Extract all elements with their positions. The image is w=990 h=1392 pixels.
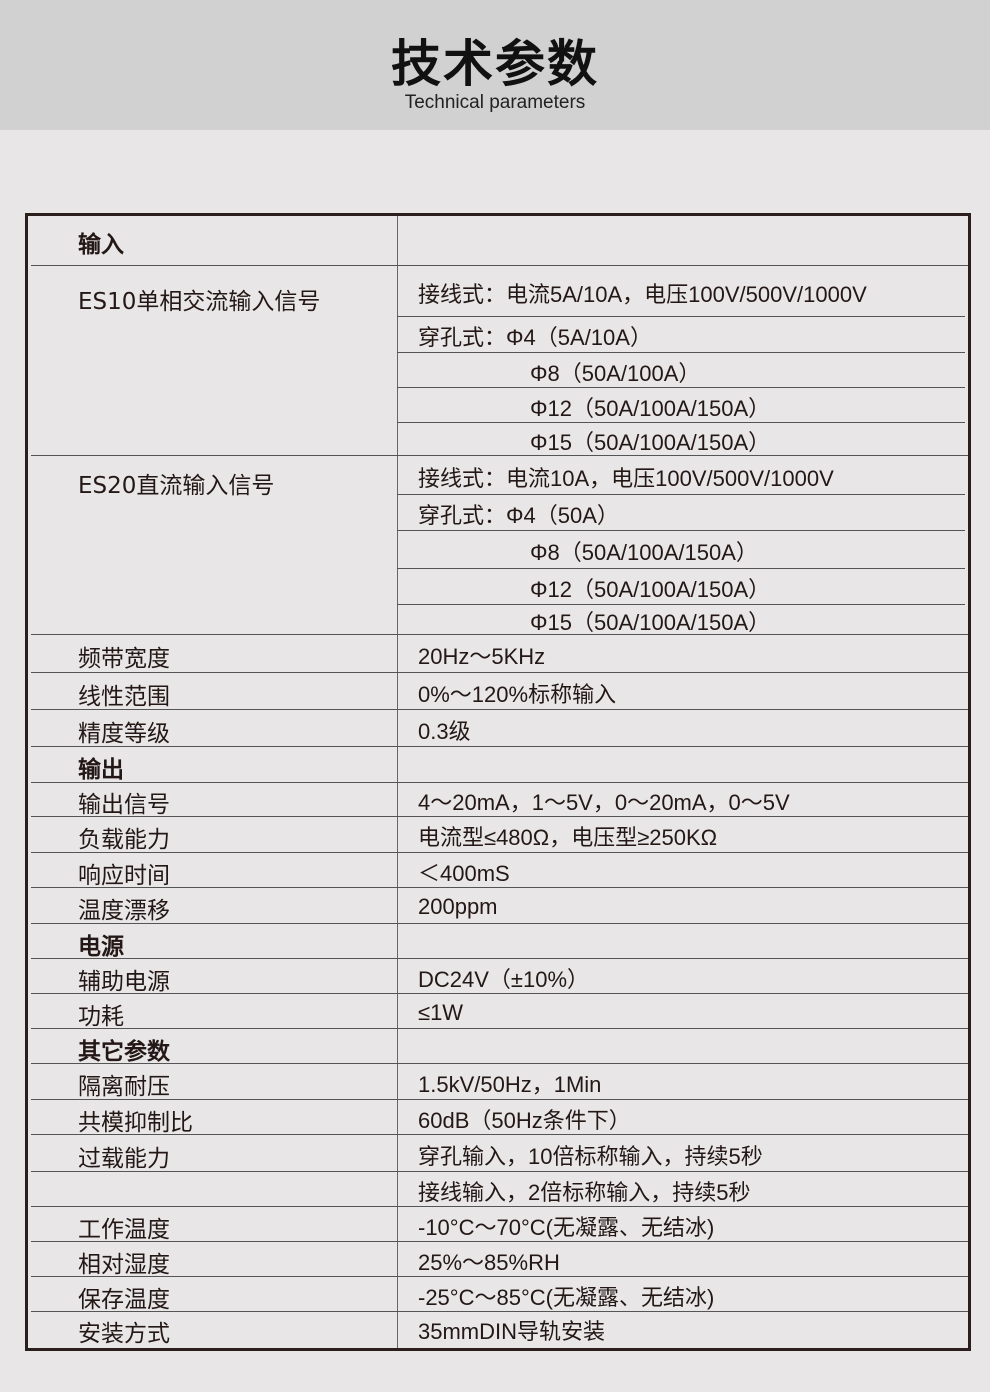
param-value: -25°C～85°C(无凝露、无结冰) <box>418 1284 715 1310</box>
param-label: 工作温度 <box>78 1216 170 1243</box>
param-value: DC24V（±10%） <box>418 966 590 992</box>
param-label: ES20直流输入信号 <box>78 472 275 499</box>
section-heading: 其它参数 <box>78 1038 170 1065</box>
section-heading: 输入 <box>78 232 124 258</box>
param-value: 20Hz～5KHz <box>418 644 546 669</box>
row-divider <box>31 993 968 994</box>
param-value: Φ15（50A/100A/150A） <box>530 429 771 455</box>
row-divider <box>31 1028 968 1029</box>
row-divider <box>31 887 968 888</box>
row-divider <box>31 1063 968 1064</box>
param-label: 隔离耐压 <box>78 1074 170 1100</box>
param-value: Φ12（50A/100A/150A） <box>530 395 771 421</box>
param-value: 60dB（50Hz条件下） <box>418 1107 631 1133</box>
row-divider <box>31 782 968 783</box>
row-divider <box>31 1099 968 1100</box>
param-value: 0%～120%标称输入 <box>418 681 617 707</box>
row-divider <box>31 958 968 959</box>
subrow-divider <box>397 387 965 388</box>
param-value: Φ12（50A/100A/150A） <box>530 577 771 602</box>
row-divider <box>31 746 968 747</box>
row-divider <box>31 455 968 456</box>
param-label: 保存温度 <box>78 1286 170 1313</box>
param-value: 4～20mA，1～5V，0～20mA，0～5V <box>418 790 790 815</box>
param-value: Φ15（50A/100A/150A） <box>530 610 771 635</box>
param-value: Φ8（50A/100A） <box>530 360 701 386</box>
param-value: 200ppm <box>418 894 498 919</box>
param-value: 35mmDIN导轨安装 <box>418 1319 606 1344</box>
subrow-divider <box>397 352 965 353</box>
row-divider <box>31 672 968 673</box>
param-label: 输出信号 <box>78 792 170 818</box>
row-divider <box>31 1276 968 1277</box>
row-divider <box>31 265 968 266</box>
param-value: 穿孔输入，10倍标称输入，持续5秒 <box>418 1143 763 1169</box>
param-label: 辅助电源 <box>78 968 170 995</box>
subrow-divider <box>397 604 965 605</box>
row-divider <box>31 634 968 635</box>
param-label: 共模抑制比 <box>78 1109 193 1136</box>
param-value: 接线式：电流10A，电压100V/500V/1000V <box>418 465 834 491</box>
param-value: ＜400mS <box>418 860 510 886</box>
page-subtitle: Technical parameters <box>404 92 586 113</box>
subrow-divider <box>397 422 965 423</box>
param-label: 温度漂移 <box>78 898 170 924</box>
subrow-divider <box>397 568 965 569</box>
param-label: 功耗 <box>78 1003 124 1030</box>
param-label: 线性范围 <box>78 683 170 710</box>
row-divider <box>31 816 968 817</box>
subrow-divider <box>397 316 965 317</box>
param-value: 0.3级 <box>418 718 471 744</box>
param-label: 安装方式 <box>78 1321 170 1347</box>
param-value: 接线输入，2倍标称输入，持续5秒 <box>418 1179 751 1205</box>
row-divider <box>31 923 968 924</box>
row-divider <box>31 852 968 853</box>
row-divider <box>31 1206 968 1207</box>
parameters-table: 输入接线式：电流5A/10A，电压100V/500V/1000V 穿孔式：Φ4（5… <box>25 213 971 1351</box>
param-label: 过载能力 <box>78 1145 170 1172</box>
row-divider <box>31 1311 968 1312</box>
row-divider <box>31 1241 968 1242</box>
section-heading: 电源 <box>78 933 124 960</box>
param-value: 电流型≤480Ω，电压型≥250KΩ <box>418 825 718 850</box>
row-divider <box>31 1134 968 1135</box>
subrow-divider <box>397 494 965 495</box>
param-value: 穿孔式：Φ4（50A） <box>418 503 619 528</box>
param-label: 精度等级 <box>78 720 170 747</box>
param-value: 穿孔式：Φ4（5A/10A） <box>418 325 652 350</box>
param-label: ES10单相交流输入信号 <box>78 288 321 315</box>
param-value: -10°C～70°C(无凝露、无结冰) <box>418 1214 715 1240</box>
param-value: Φ8（50A/100A/150A） <box>530 540 758 565</box>
param-label: 负载能力 <box>78 827 170 853</box>
param-value: ≤1W <box>418 999 464 1025</box>
param-value: 接线式：电流5A/10A，电压100V/500V/1000V <box>418 281 867 307</box>
row-divider <box>31 709 968 710</box>
row-divider <box>31 1171 968 1172</box>
header-band <box>0 0 990 130</box>
section-heading: 输出 <box>78 757 124 783</box>
page-title: 技术参数 <box>391 35 599 93</box>
param-label: 频带宽度 <box>78 646 170 672</box>
param-value: 1.5kV/50Hz，1Min <box>418 1072 602 1097</box>
param-label: 相对湿度 <box>78 1251 170 1278</box>
param-label: 响应时间 <box>78 862 170 889</box>
param-value: 25%～85%RH <box>418 1249 560 1275</box>
subrow-divider <box>397 530 965 531</box>
